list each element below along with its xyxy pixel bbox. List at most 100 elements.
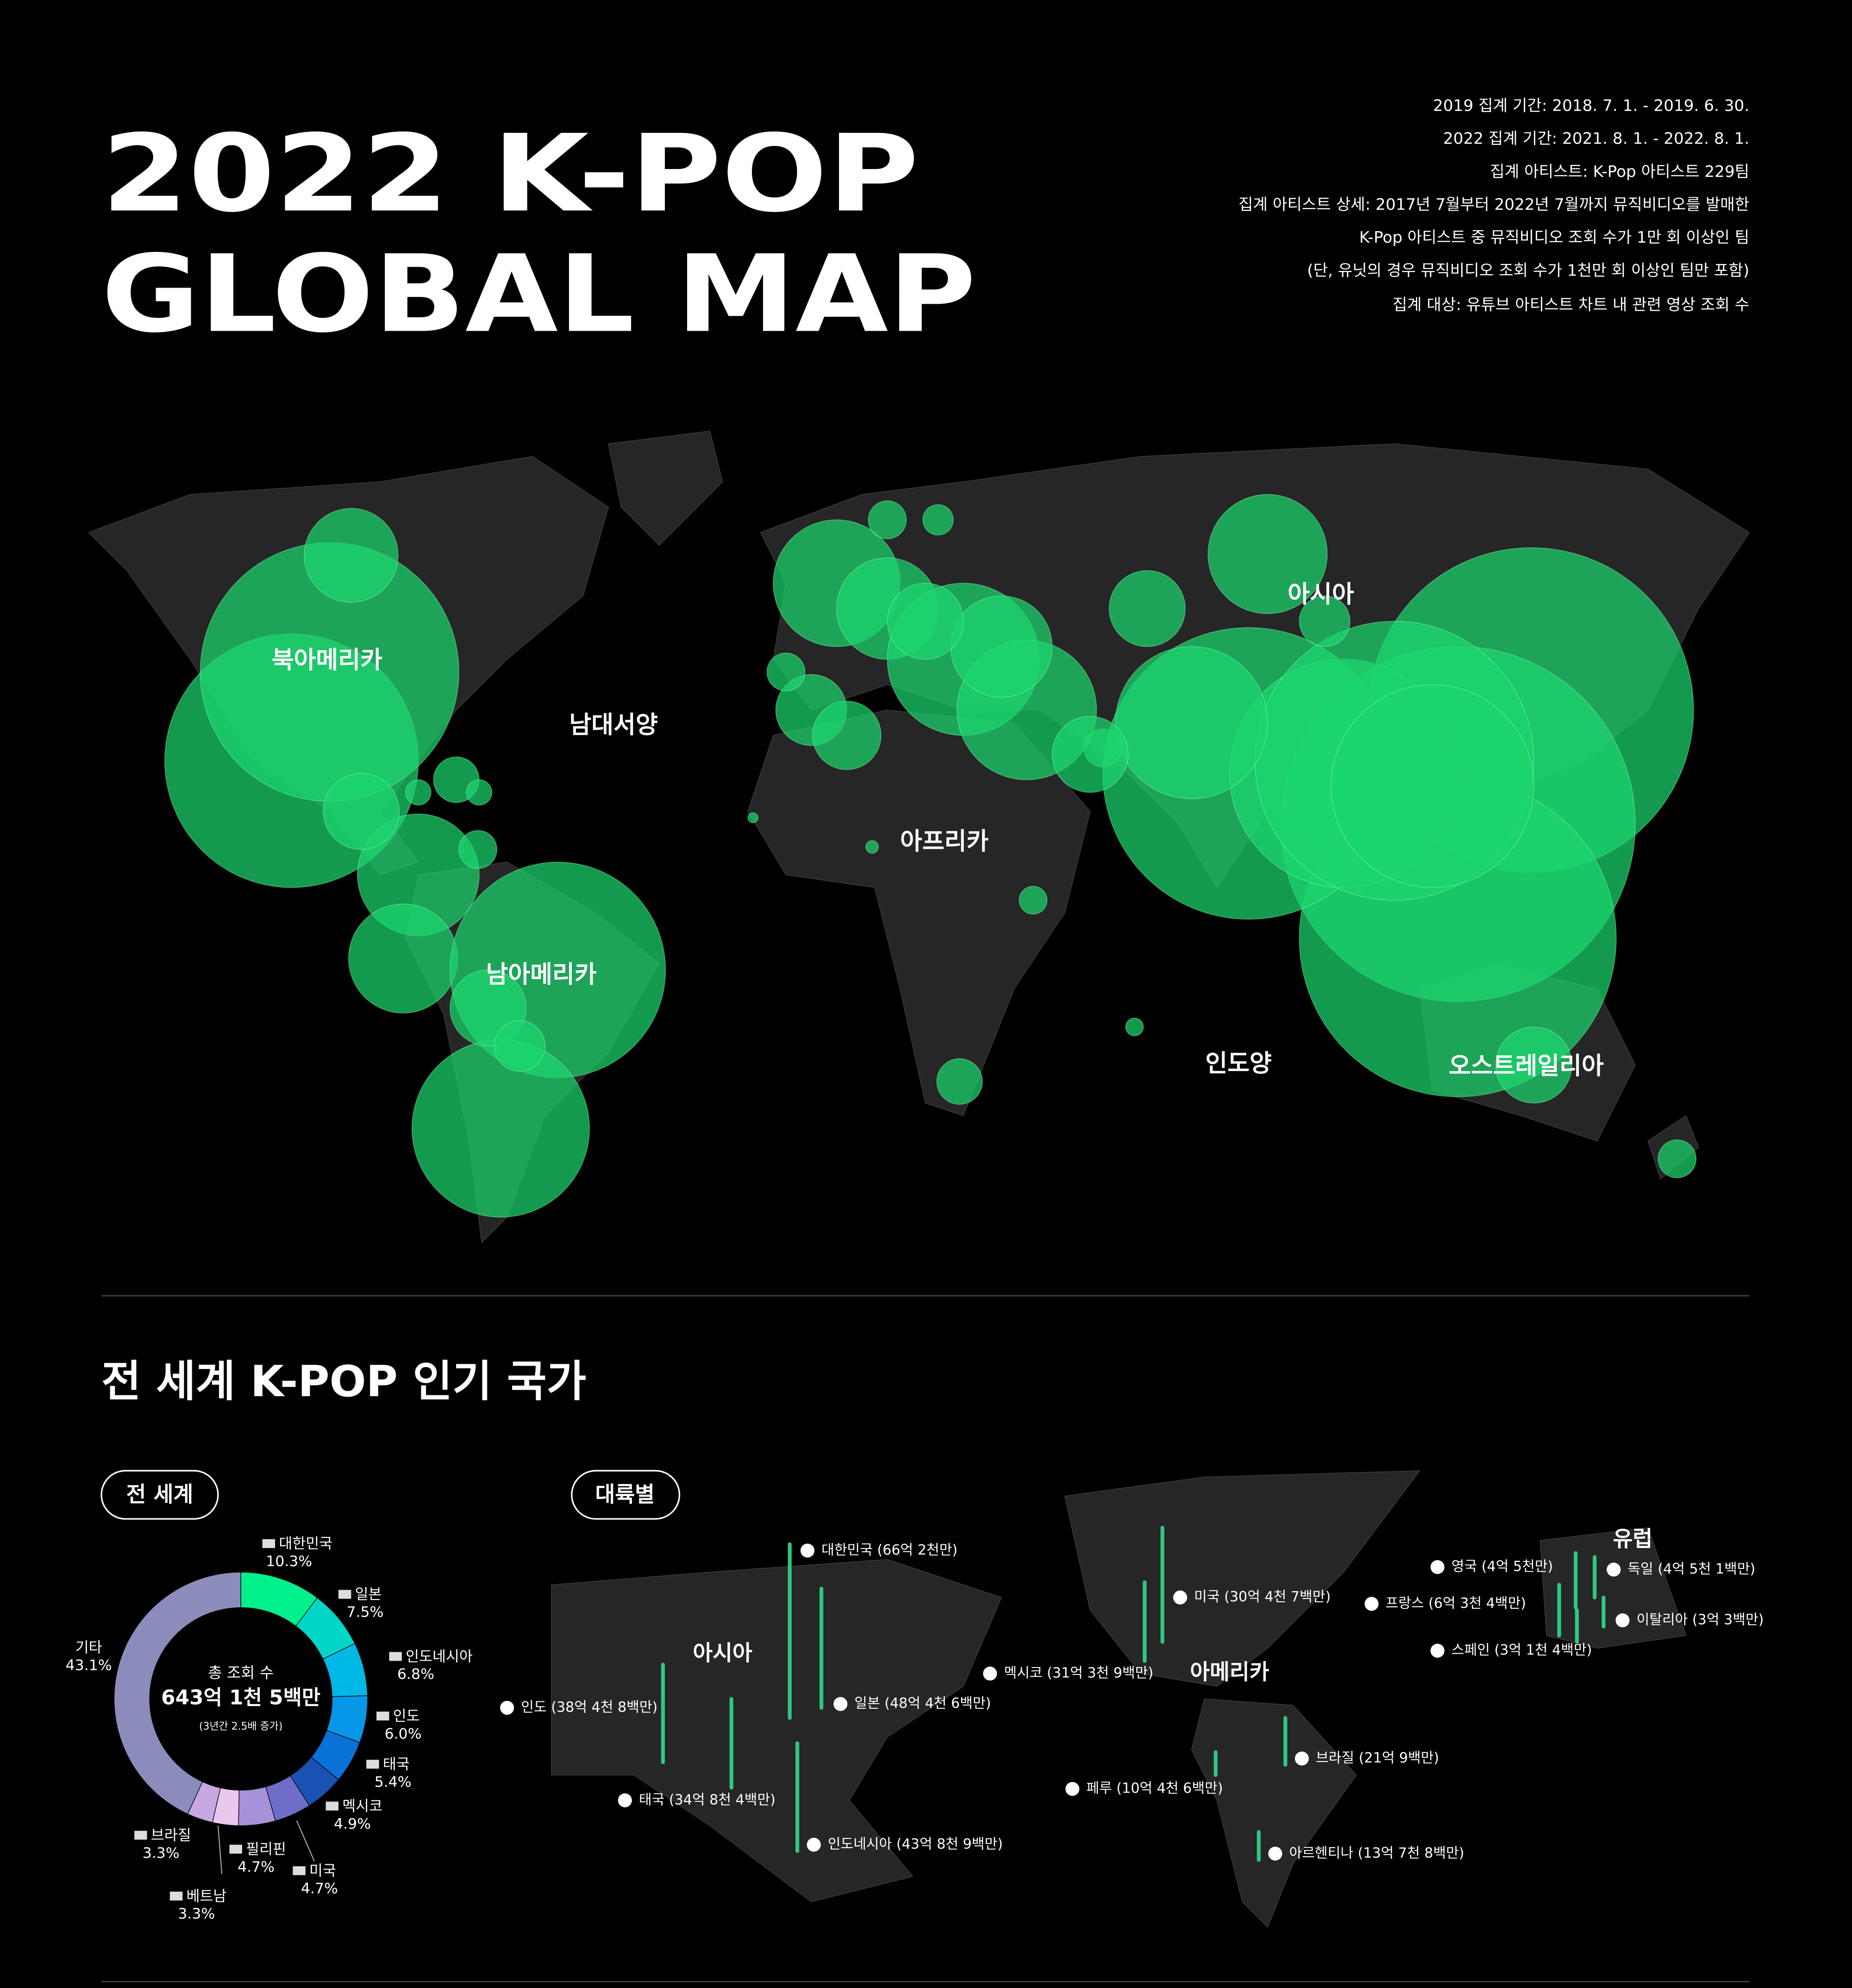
bubble xyxy=(950,595,1053,698)
world-map xyxy=(88,430,1750,1243)
continent-name: 유럽 xyxy=(1613,1526,1653,1551)
bubble xyxy=(348,903,458,1014)
legend-label: 필리핀 xyxy=(246,1841,286,1858)
bubble xyxy=(304,508,399,603)
map-label: 아시아 xyxy=(1288,581,1354,608)
map-label: 아프리카 xyxy=(900,828,989,856)
note: 집계 아티스트: K-Pop 아티스트 229팀 xyxy=(1490,163,1749,181)
rank-label: 인도 (38억 4천 8백만) xyxy=(521,1699,657,1715)
tab-pill xyxy=(100,1470,219,1520)
rank-number: 4 xyxy=(1434,1646,1440,1656)
bubble xyxy=(1051,716,1129,793)
rank-number: 3 xyxy=(811,1839,817,1850)
tab-pill xyxy=(571,1470,681,1520)
value-label: 43.1% xyxy=(66,1657,112,1674)
legend-label: 태국 xyxy=(383,1756,410,1773)
donut-segment xyxy=(113,1572,241,1815)
value-label: 6.8% xyxy=(397,1666,434,1683)
flag xyxy=(293,1866,306,1875)
rank-badge xyxy=(983,1666,997,1681)
flag xyxy=(366,1760,379,1769)
rank-badge xyxy=(1268,1846,1283,1861)
bubble xyxy=(323,773,400,850)
value-label: 7.5% xyxy=(347,1604,384,1621)
note: K-Pop 아티스트 중 뮤직비디오 조회 수가 1만 회 이상인 팀 xyxy=(1359,228,1750,247)
rank-badge xyxy=(807,1837,821,1852)
value-label: 4.9% xyxy=(334,1816,371,1832)
rank-number: 2 xyxy=(1611,1564,1617,1575)
rank-label: 멕시코 (31억 3천 9백만) xyxy=(1004,1665,1153,1681)
rank-badge xyxy=(1607,1562,1621,1577)
rank-badge xyxy=(800,1543,815,1558)
flag xyxy=(389,1652,402,1661)
rank-badge xyxy=(1430,1560,1445,1574)
rank-badge xyxy=(1364,1597,1379,1611)
flag xyxy=(338,1590,351,1599)
map-label: 인도양 xyxy=(1205,1050,1272,1078)
rank-label: 영국 (4억 5천만) xyxy=(1452,1559,1553,1575)
rank-number: 5 xyxy=(1070,1784,1076,1794)
land xyxy=(1191,1698,1357,1928)
flag xyxy=(262,1539,275,1548)
bubbles xyxy=(164,494,1697,1218)
flag xyxy=(134,1831,147,1840)
rank-label: 대한민국 (66억 2천만) xyxy=(821,1542,957,1558)
legend-label: 미국 xyxy=(309,1863,336,1879)
bubble xyxy=(868,500,907,539)
value-label: 6.0% xyxy=(385,1725,422,1742)
bubble xyxy=(494,1020,546,1072)
legend-label: 인도 xyxy=(393,1708,420,1725)
note: (단, 유닛의 경우 뮤직비디오 조회 수가 1천만 회 이상인 팀만 포함) xyxy=(1307,261,1749,280)
value-label: 4.7% xyxy=(301,1880,338,1897)
map-label: 북아메리카 xyxy=(272,646,382,674)
legend-label: 인도네시아 xyxy=(406,1648,473,1665)
rank-badge xyxy=(1430,1643,1445,1658)
rank-badge xyxy=(1295,1751,1309,1766)
legend-label: 기타 xyxy=(75,1639,102,1656)
rank-badge xyxy=(1065,1782,1080,1796)
legend-label: 일본 xyxy=(355,1586,382,1603)
bubble xyxy=(1658,1139,1697,1179)
continent-name: 아메리카 xyxy=(1190,1659,1269,1684)
bubble xyxy=(936,1058,983,1105)
rank-label: 스페인 (3억 1천 4백만) xyxy=(1452,1642,1592,1658)
rank-label: 브라질 (21억 9백만) xyxy=(1316,1750,1439,1766)
tab-label: 대륙별 xyxy=(595,1482,655,1507)
center-note: (3년간 2.5배 증가) xyxy=(199,1721,282,1732)
map-label: 남대서양 xyxy=(569,711,657,739)
rank-label: 일본 (48억 4천 6백만) xyxy=(854,1695,991,1712)
value-label: 3.3% xyxy=(143,1845,180,1862)
center-total: 643억 1천 5백만 xyxy=(161,1686,320,1710)
bubble xyxy=(1208,494,1328,614)
bubble xyxy=(1115,646,1268,799)
rank-label: 인도네시아 (43억 8천 9백만) xyxy=(828,1836,1003,1852)
rank-badge xyxy=(1173,1590,1187,1605)
bubble xyxy=(405,779,432,806)
bubble xyxy=(747,812,759,823)
rank-label: 아르헨티나 (13억 7천 8백만) xyxy=(1289,1845,1464,1861)
bubble xyxy=(466,779,493,806)
rank-number: 1 xyxy=(804,1545,810,1556)
note: 2022 집계 기간: 2021. 8. 1. - 2022. 8. 1. xyxy=(1443,130,1749,148)
legend-label: 대한민국 xyxy=(279,1536,332,1552)
legend-label: 베트남 xyxy=(186,1888,226,1905)
leader-line xyxy=(217,1825,223,1874)
legend-label: 브라질 xyxy=(151,1827,191,1844)
rank-label: 이탈리아 (3억 3백만) xyxy=(1637,1612,1764,1628)
value-label: 3.3% xyxy=(178,1906,215,1922)
flag xyxy=(169,1891,183,1901)
tab-label: 전 세계 xyxy=(126,1482,194,1507)
bubble xyxy=(766,652,806,691)
legend-label: 멕시코 xyxy=(342,1798,382,1814)
flag xyxy=(325,1801,339,1811)
bubble xyxy=(1299,595,1351,647)
rank-label: 프랑스 (6억 3천 4백만) xyxy=(1385,1595,1526,1612)
map-label: 남아메리카 xyxy=(486,961,596,989)
rank-label: 태국 (34억 8천 4백만) xyxy=(639,1792,776,1808)
rank-badge xyxy=(1615,1613,1630,1628)
title: GLOBAL MAP xyxy=(101,233,976,357)
rank-label: 페루 (10억 4천 6백만) xyxy=(1086,1781,1223,1797)
rank-badge xyxy=(618,1793,632,1807)
